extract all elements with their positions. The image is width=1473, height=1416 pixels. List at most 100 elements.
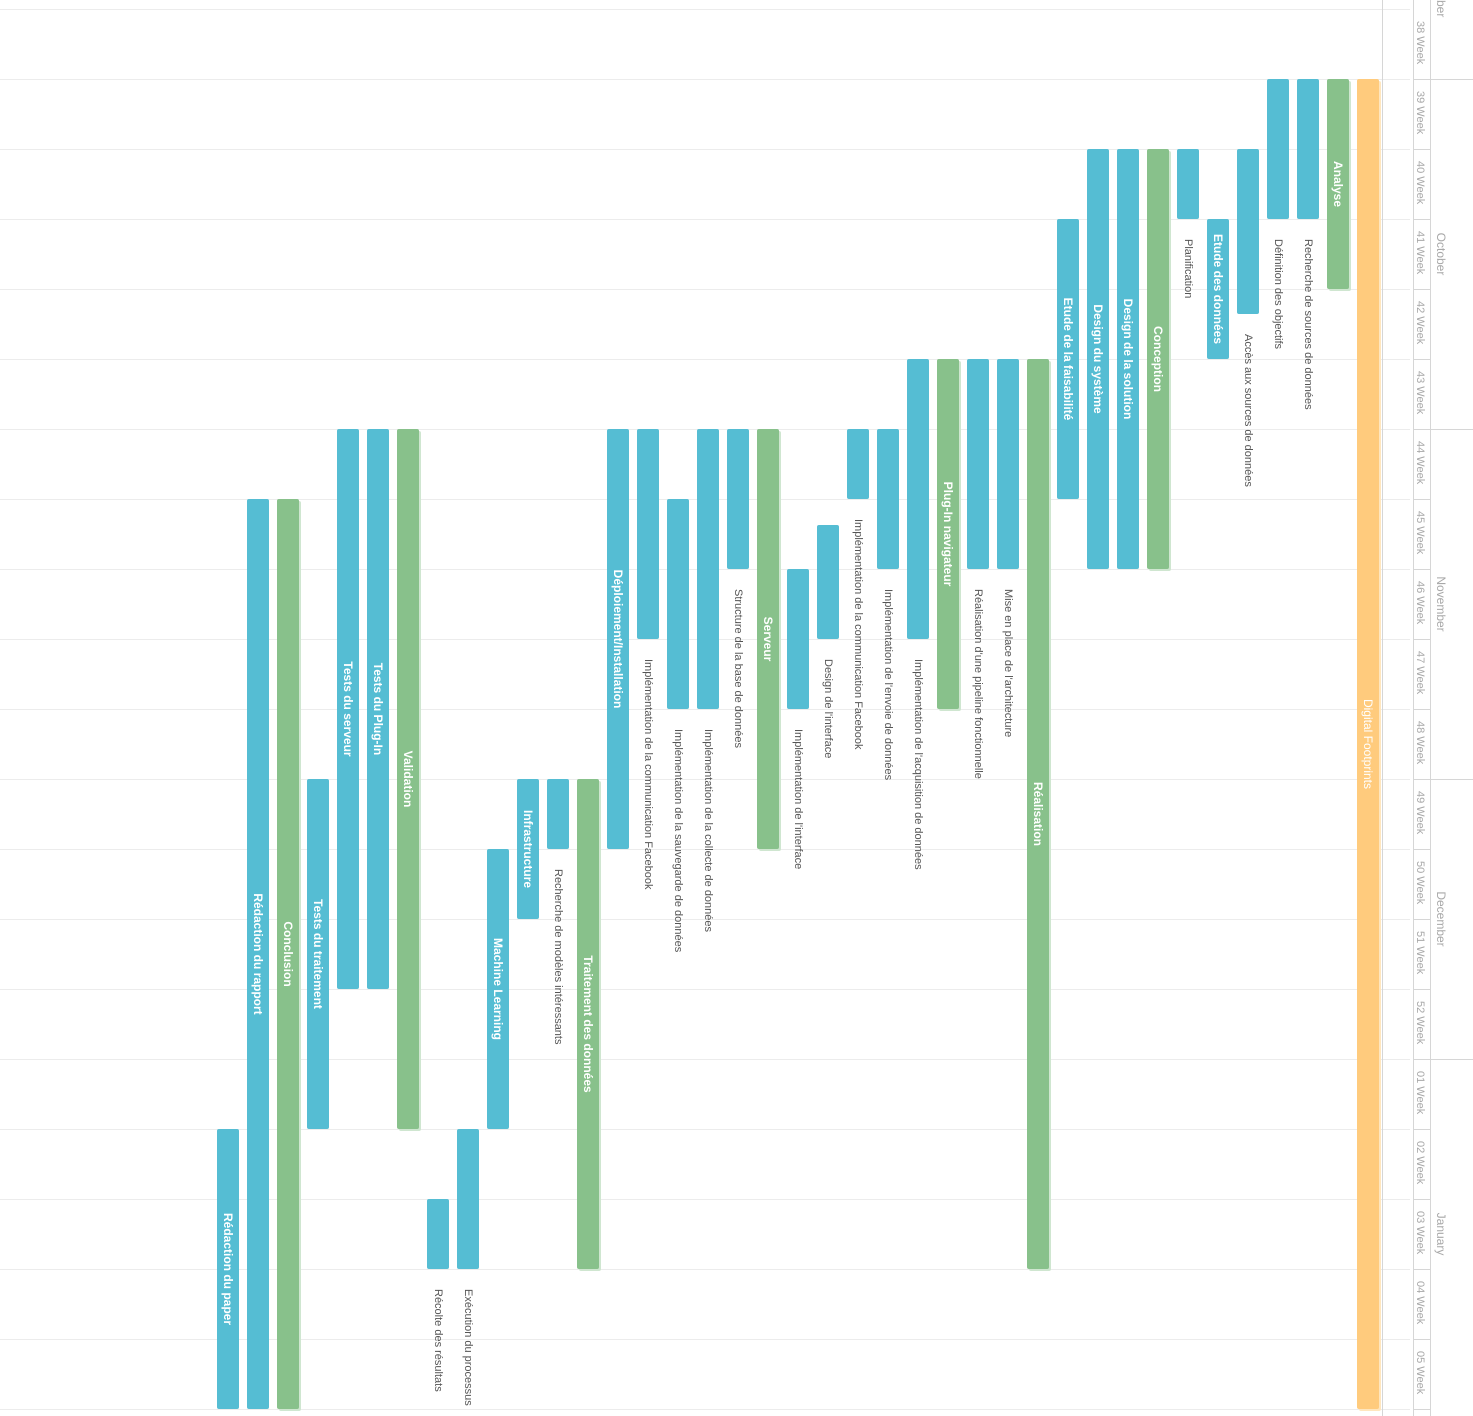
week-tick [1413, 219, 1430, 220]
task-bar[interactable]: Tests du traitement [307, 779, 329, 1129]
week-label: 49 Week [1414, 791, 1426, 835]
project-bar[interactable]: Digital Footprints [1357, 79, 1379, 1409]
task-bar[interactable]: Tests du serveur [337, 429, 359, 989]
group-bar[interactable]: Réalisation [1027, 359, 1049, 1269]
task-label: Définition des objectifs [1272, 239, 1284, 350]
task-bar[interactable]: Déploiement/Installation [607, 429, 629, 849]
week-gridline [0, 709, 1410, 710]
week-label: 04 Week [1414, 1281, 1426, 1325]
week-label: 03 Week [1414, 1211, 1426, 1255]
bar-label: Etude des données [1211, 233, 1225, 345]
week-gridline [0, 919, 1410, 920]
task-bar[interactable] [997, 359, 1019, 569]
task-bar[interactable]: Rédaction du rapport [247, 499, 269, 1409]
week-label: 47 Week [1414, 651, 1426, 695]
task-label: Implémentation de l'acquisition de donné… [912, 659, 924, 870]
task-label: Structure de la base de données [732, 589, 744, 749]
task-bar[interactable] [787, 569, 809, 709]
task-bar[interactable]: Design de la solution [1117, 149, 1139, 569]
week-label: 39 Week [1414, 91, 1426, 135]
task-bar[interactable] [907, 359, 929, 639]
task-bar[interactable] [1237, 149, 1259, 314]
task-bar[interactable]: Etude des données [1207, 219, 1229, 359]
month-tick [1430, 1059, 1473, 1060]
bar-label: Validation [401, 750, 415, 808]
task-label: Implémentation de la communication Faceb… [642, 659, 654, 890]
task-label: Implémentation de l'envoie de données [882, 589, 894, 781]
week-tick [1413, 289, 1430, 290]
bar-label: Rédaction du paper [221, 1212, 235, 1326]
task-bar[interactable] [667, 499, 689, 709]
task-bar[interactable] [427, 1199, 449, 1269]
week-gridline [0, 989, 1410, 990]
task-bar[interactable]: Infrastructure [517, 779, 539, 919]
week-label: 41 Week [1414, 231, 1426, 275]
group-bar[interactable]: Analyse [1327, 79, 1349, 289]
task-label: Recherche de modèles intéressants [552, 869, 564, 1045]
week-tick [1413, 779, 1430, 780]
task-bar[interactable]: Tests du Plug-In [367, 429, 389, 989]
week-label: 51 Week [1414, 931, 1426, 975]
week-label: 40 Week [1414, 161, 1426, 205]
task-bar[interactable]: Machine Learning [487, 849, 509, 1129]
bar-label: Serveur [761, 616, 775, 662]
week-label: 45 Week [1414, 511, 1426, 555]
task-label: Implémentation de l'interface [792, 729, 804, 870]
task-bar[interactable] [1177, 149, 1199, 219]
month-tick [1430, 779, 1473, 780]
month-tick [1430, 79, 1473, 80]
task-bar[interactable] [877, 429, 899, 569]
group-bar[interactable]: Conclusion [277, 499, 299, 1409]
task-bar[interactable] [817, 524, 839, 639]
task-bar[interactable] [1297, 79, 1319, 219]
week-gridline [0, 1269, 1410, 1270]
bar-label: Plug-In navigateur [941, 481, 955, 587]
week-tick [1413, 919, 1430, 920]
task-bar[interactable] [637, 429, 659, 639]
task-bar[interactable] [1267, 79, 1289, 219]
week-label: 05 Week [1414, 1351, 1426, 1395]
task-label: Récolte des résultats [432, 1289, 444, 1392]
month-label: November [1434, 576, 1448, 632]
week-tick [1413, 1269, 1430, 1270]
week-label: 01 Week [1414, 1071, 1426, 1115]
task-bar[interactable] [547, 779, 569, 849]
month-label: ber [1434, 0, 1448, 18]
task-label: Implémentation de la communication Faceb… [852, 519, 864, 750]
bar-label: Déploiement/Installation [611, 569, 625, 709]
week-tick [1413, 1129, 1430, 1130]
task-bar[interactable]: Design du système [1087, 149, 1109, 569]
week-tick [1413, 79, 1430, 80]
task-bar[interactable] [727, 429, 749, 569]
week-gridline [0, 779, 1410, 780]
group-bar[interactable]: Conception [1147, 149, 1169, 569]
task-label: Accès aux sources de données [1242, 333, 1254, 487]
task-bar[interactable] [457, 1129, 479, 1269]
bar-label: Traitement des données [581, 955, 595, 1093]
week-gridline [0, 1409, 1410, 1410]
task-bar[interactable] [697, 429, 719, 709]
week-gridline [0, 1199, 1410, 1200]
group-bar[interactable]: Traitement des données [577, 779, 599, 1269]
bar-label: Design de la solution [1121, 298, 1135, 420]
week-gridline [0, 79, 1410, 80]
week-label: 50 Week [1414, 861, 1426, 905]
bar-label: Tests du traitement [311, 899, 325, 1009]
bar-label: Machine Learning [491, 937, 505, 1041]
task-bar[interactable]: Etude de la faisabilité [1057, 219, 1079, 499]
bar-label: Tests du Plug-In [371, 662, 385, 756]
group-bar[interactable]: Validation [397, 429, 419, 1129]
time-axis: 38 Week 39 Week 40 Week 41 Week 42 Week 43 We… [1382, 0, 1473, 1416]
week-label: 02 Week [1414, 1141, 1426, 1185]
task-bar[interactable] [967, 359, 989, 569]
group-bar[interactable]: Plug-In navigateur [937, 359, 959, 709]
week-gridline [0, 219, 1410, 220]
task-bar[interactable] [847, 429, 869, 499]
group-bar[interactable]: Serveur [757, 429, 779, 849]
month-label: December [1434, 891, 1448, 947]
week-gridline [0, 9, 1410, 10]
week-tick [1413, 429, 1430, 430]
task-label: Implémentation de la sauvegarde de donné… [672, 729, 684, 953]
task-bar[interactable]: Rédaction du paper [217, 1129, 239, 1409]
